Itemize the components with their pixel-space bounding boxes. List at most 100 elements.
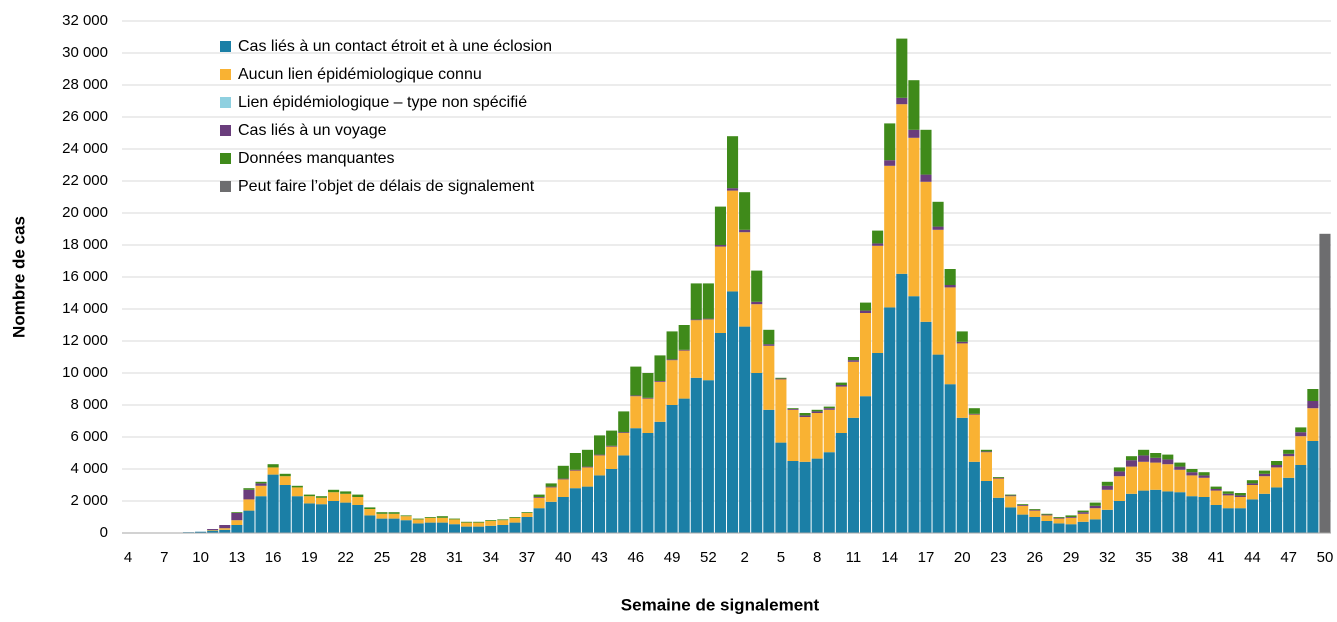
- bar-segment: [1210, 489, 1222, 491]
- bar-segment: [751, 301, 763, 305]
- x-tick-label: 2: [740, 549, 748, 566]
- bar-segment: [1174, 492, 1186, 533]
- bar-segment: [896, 273, 908, 533]
- bar-segment: [1125, 466, 1138, 494]
- bar-segment: [811, 458, 823, 533]
- bar-segment: [1041, 515, 1053, 521]
- x-tick-label: 10: [192, 549, 209, 566]
- bar-segment: [594, 475, 606, 533]
- bar-segment: [1005, 496, 1017, 508]
- bar-segment: [1150, 453, 1162, 458]
- bar-segment: [497, 520, 509, 525]
- bar-segment: [436, 522, 448, 533]
- bar-segment: [509, 517, 521, 523]
- bar-segment: [908, 296, 920, 533]
- bar-segment: [315, 497, 328, 505]
- bar-segment: [1113, 476, 1125, 501]
- bar-segment: [1174, 462, 1186, 467]
- bar-segment: [569, 488, 581, 533]
- bar-segment: [702, 380, 714, 533]
- bar-segment: [654, 421, 666, 533]
- y-tick-label: 8 000: [70, 396, 108, 413]
- bar-segment: [1295, 465, 1307, 533]
- bar-segment: [606, 430, 618, 446]
- bar-segment: [485, 525, 497, 533]
- bar-segment: [1210, 505, 1222, 533]
- x-tick-label: 32: [1099, 549, 1116, 566]
- bar-segment: [1307, 389, 1319, 401]
- bar-segment: [1198, 472, 1210, 476]
- bar-segment: [1271, 487, 1283, 533]
- bar-segment: [714, 245, 726, 247]
- bar-segment: [497, 519, 509, 521]
- bar-segment: [811, 409, 823, 412]
- bar-segment: [799, 461, 811, 533]
- bar-segment: [473, 522, 485, 527]
- bar-segment: [545, 487, 557, 502]
- legend-label: Données manquantes: [238, 150, 395, 167]
- bar-segment: [775, 379, 787, 443]
- bar-segment: [618, 432, 630, 433]
- bar-segment: [1125, 460, 1138, 467]
- bar-segment: [352, 505, 364, 533]
- x-axis-title: Semaine de signalement: [621, 595, 820, 614]
- bar-segment: [340, 502, 352, 533]
- legend-label: Cas liés à un voyage: [238, 122, 387, 139]
- y-tick-label: 16 000: [62, 268, 108, 285]
- bar-segment: [1174, 466, 1186, 470]
- bar-segment: [303, 503, 315, 533]
- bar-segment: [1283, 449, 1295, 454]
- x-tick-label: 35: [1135, 549, 1152, 566]
- bar-segment: [932, 226, 944, 230]
- bar-segment: [581, 466, 594, 468]
- legend-marker: [220, 181, 231, 192]
- bar-segment: [751, 304, 763, 373]
- bar-segment: [944, 287, 956, 385]
- bar-segment: [739, 229, 751, 233]
- bar-segment: [1029, 517, 1041, 533]
- bar-segment: [1283, 453, 1295, 457]
- bar-segment: [799, 415, 811, 417]
- bar-segment: [714, 246, 726, 333]
- bar-segment: [1246, 480, 1258, 484]
- bar-segment: [219, 529, 231, 533]
- bar-segment: [775, 442, 787, 533]
- bar-segment: [1113, 471, 1125, 477]
- bar-segment: [1029, 510, 1041, 517]
- bar-segment: [690, 377, 702, 533]
- bar-segment: [376, 518, 388, 533]
- bar-segment: [654, 355, 666, 381]
- bar-segment: [424, 517, 436, 523]
- bar-segment: [835, 385, 847, 387]
- bar-segment: [896, 104, 908, 274]
- bar-segment: [1053, 518, 1065, 524]
- bar-segment: [606, 469, 618, 533]
- bar-segment: [1258, 476, 1271, 494]
- x-tick-label: 25: [374, 549, 391, 566]
- bar-segment: [1271, 461, 1283, 465]
- bar-segment: [751, 373, 763, 533]
- bar-segment: [1125, 493, 1138, 533]
- x-tick-label: 5: [777, 549, 785, 566]
- bar-segment: [763, 409, 775, 533]
- y-tick-label: 26 000: [62, 108, 108, 125]
- bar-segment: [642, 398, 654, 433]
- bar-segment: [1053, 517, 1065, 518]
- bar-segment: [714, 333, 726, 533]
- bar-segment: [328, 489, 340, 493]
- bar-segment: [557, 465, 569, 479]
- bar-segment: [207, 530, 219, 533]
- x-tick-label: 20: [954, 549, 971, 566]
- bar-segment: [279, 485, 291, 533]
- bar-segment: [376, 512, 388, 514]
- bar-segment: [243, 499, 255, 511]
- legend-marker: [220, 125, 231, 136]
- bar-segment: [787, 408, 799, 409]
- bar-segment: [956, 331, 968, 342]
- x-tick-label: 22: [337, 549, 354, 566]
- bar-segment: [920, 129, 932, 175]
- bar-segment: [509, 522, 521, 533]
- bar-segment: [557, 478, 569, 480]
- x-tick-label: 4: [124, 549, 132, 566]
